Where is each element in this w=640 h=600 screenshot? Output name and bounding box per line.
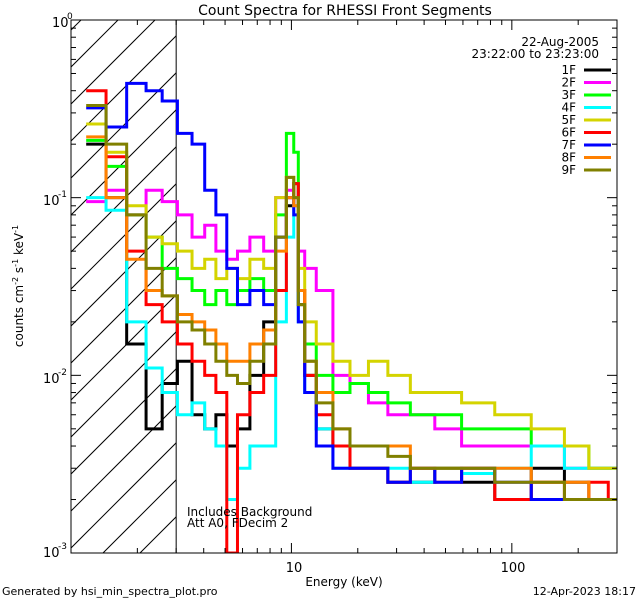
axis-ticks: [70, 19, 618, 554]
plot-frame: [70, 19, 618, 554]
legend-label-7f: 7F: [561, 138, 576, 152]
y-tick-base: 10: [52, 16, 69, 31]
hatch-line: [71, 183, 177, 290]
legend-label-5f: 5F: [561, 113, 576, 127]
y-label-exp: -2: [11, 277, 20, 285]
footer-generated-by: Generated by hsi_min_spectra_plot.pro: [2, 585, 218, 598]
series-3f: [86, 131, 617, 470]
y-tick-label-1e-2: 10 -2: [43, 368, 67, 387]
hatch-line: [71, 405, 177, 512]
y-tick-base: 10: [43, 372, 60, 387]
y-label-part: s: [12, 267, 26, 277]
y-label-part: counts cm: [12, 285, 26, 347]
y-label-exp: -1: [11, 225, 20, 233]
y-tick-label-1e0: 10 0: [52, 12, 73, 31]
legend-label-8f: 8F: [561, 151, 576, 165]
y-tick-exp: -2: [58, 368, 67, 378]
y-axis-label: counts cm-2 s-1 keV-1: [11, 225, 26, 347]
y-tick-label-1e-3: 10 -3: [43, 542, 67, 561]
y-label-part: keV: [12, 232, 26, 259]
hatch-line: [71, 442, 177, 549]
note-background: Includes Background: [187, 505, 312, 519]
y-label-exp: -1: [11, 259, 20, 267]
y-tick-base: 10: [43, 194, 60, 209]
x-tick-label-10: 10: [286, 561, 303, 576]
date-label: 22-Aug-2005: [521, 35, 599, 49]
y-tick-exp: 0: [67, 12, 73, 22]
series-9f: [86, 104, 617, 502]
x-tick-label-100: 100: [501, 561, 526, 576]
note-attenuator: Att A0, FDecim 2: [187, 516, 288, 530]
footer-timestamp: 12-Apr-2023 18:17: [533, 585, 636, 598]
x-axis-label: Energy (keV): [305, 575, 382, 589]
legend-label-1f: 1F: [561, 63, 576, 77]
y-tick-base: 10: [43, 546, 60, 561]
legend-label-6f: 6F: [561, 126, 576, 140]
legend-label-2f: 2F: [561, 76, 576, 90]
y-tick-label-1e-1: 10 -1: [43, 190, 67, 209]
y-tick-exp: -3: [58, 542, 67, 552]
hatch-line: [71, 20, 156, 105]
time-range-label: 23:22:00 to 23:23:00: [472, 47, 599, 61]
y-tick-exp: -1: [58, 190, 67, 200]
hatch-line: [71, 72, 177, 179]
hatch-line: [71, 220, 177, 327]
series-group: [86, 81, 617, 553]
hatch-line: [71, 368, 177, 475]
legend-label-3f: 3F: [561, 88, 576, 102]
chart-title: Count Spectra for RHESSI Front Segments: [198, 3, 492, 19]
legend-label-4f: 4F: [561, 101, 576, 115]
legend-label-9f: 9F: [561, 163, 576, 177]
